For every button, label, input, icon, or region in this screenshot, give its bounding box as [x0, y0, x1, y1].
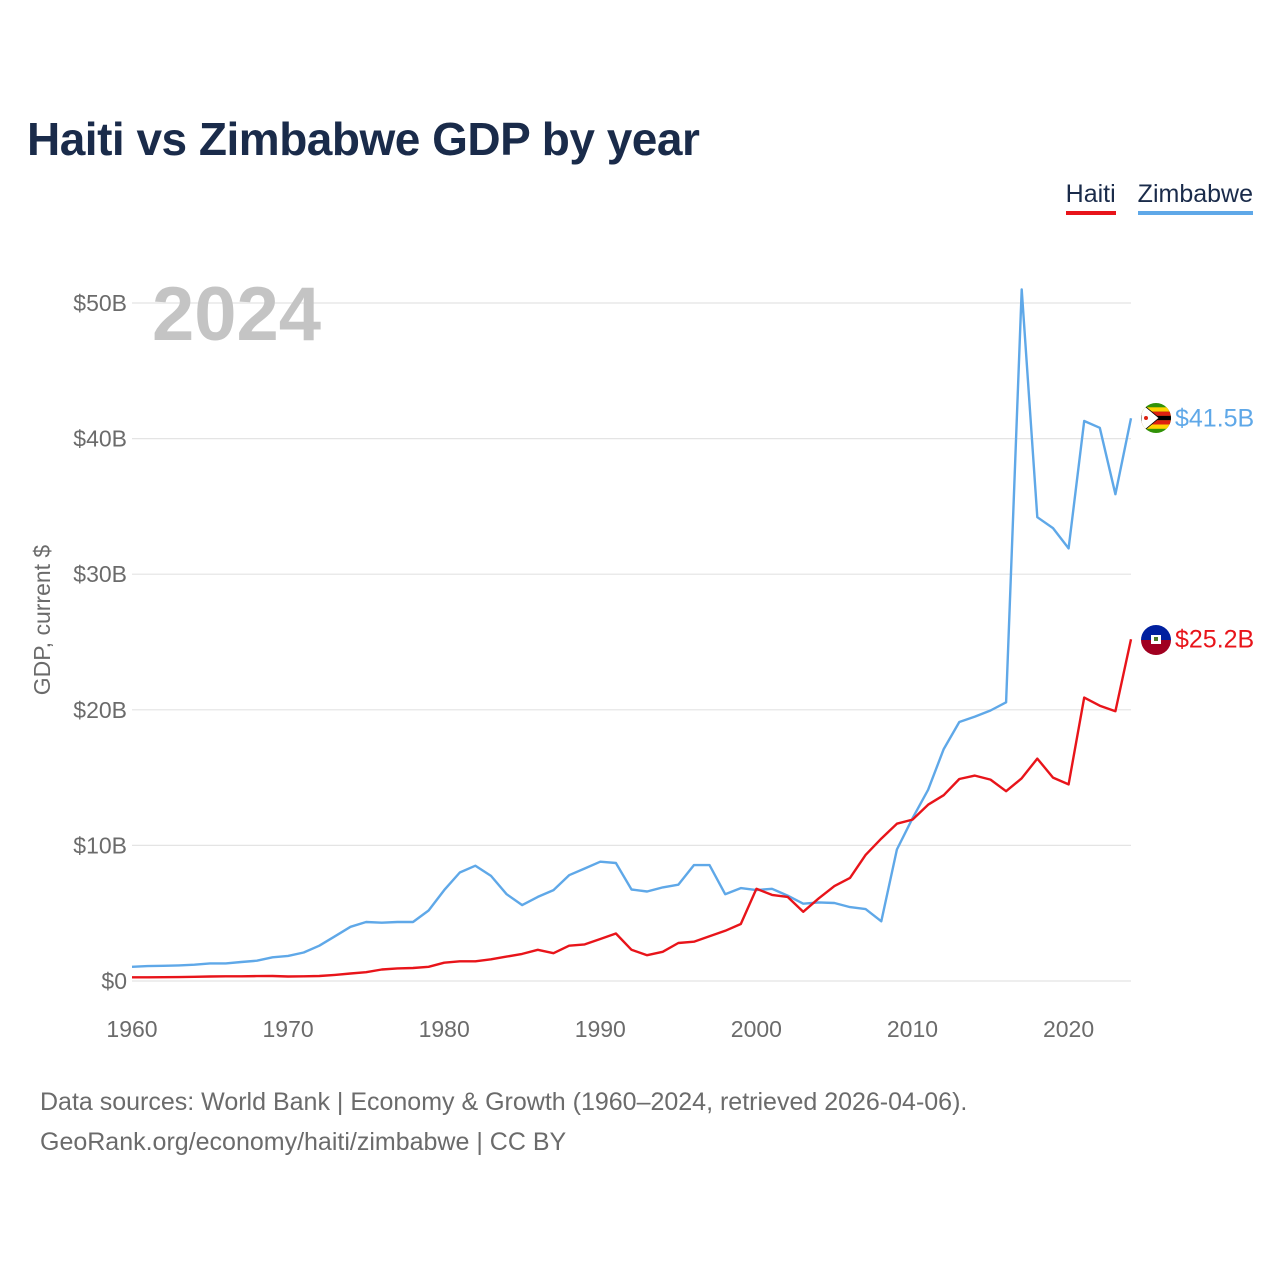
series-lines	[131, 288, 1133, 979]
x-tick-label: 1990	[575, 1016, 626, 1042]
y-tick-label: $30B	[73, 561, 127, 587]
x-tick-label: 1980	[419, 1016, 470, 1042]
x-axis-ticks: 1960 1970 1980 1990 2000 2010 2020	[106, 1016, 1094, 1042]
x-tick-label: 2020	[1043, 1016, 1094, 1042]
legend-item-zimbabwe[interactable]: Zimbabwe	[1137, 180, 1253, 215]
x-tick-label: 2000	[731, 1016, 782, 1042]
x-tick-label: 2010	[887, 1016, 938, 1042]
y-tick-label: $50B	[73, 290, 127, 316]
zimbabwe-flag-icon	[1141, 403, 1171, 433]
year-watermark: 2024	[152, 272, 321, 357]
end-label-zimbabwe: $41.5B	[1175, 404, 1254, 432]
end-labels: $41.5B $25.2B	[1175, 404, 1254, 653]
y-tick-label: $40B	[73, 426, 127, 452]
end-label-haiti: $25.2B	[1175, 625, 1254, 653]
legend: Haiti Zimbabwe	[1065, 180, 1253, 215]
legend-item-haiti[interactable]: Haiti	[1065, 180, 1116, 215]
data-source: Data sources: World Bank | Economy & Gro…	[40, 1082, 967, 1162]
y-axis-ticks: $0 $10B $20B $30B $40B $50B	[73, 290, 127, 994]
series-line-haiti[interactable]	[132, 639, 1133, 979]
y-tick-label: $0	[101, 968, 127, 994]
haiti-flag-icon	[1141, 625, 1171, 655]
grid	[132, 302, 1131, 982]
x-tick-label: 1970	[263, 1016, 314, 1042]
y-axis-label: GDP, current $	[29, 545, 55, 696]
x-tick-label: 1960	[106, 1016, 157, 1042]
source-line-1: Data sources: World Bank | Economy & Gro…	[40, 1088, 968, 1116]
y-tick-label: $20B	[73, 697, 127, 723]
y-tick-label: $10B	[73, 832, 127, 858]
source-line-2[interactable]: GeoRank.org/economy/haiti/zimbabwe | CC …	[40, 1128, 567, 1156]
series-line-zimbabwe[interactable]	[131, 288, 1133, 968]
chart-title: Haiti vs Zimbabwe GDP by year	[27, 113, 700, 165]
